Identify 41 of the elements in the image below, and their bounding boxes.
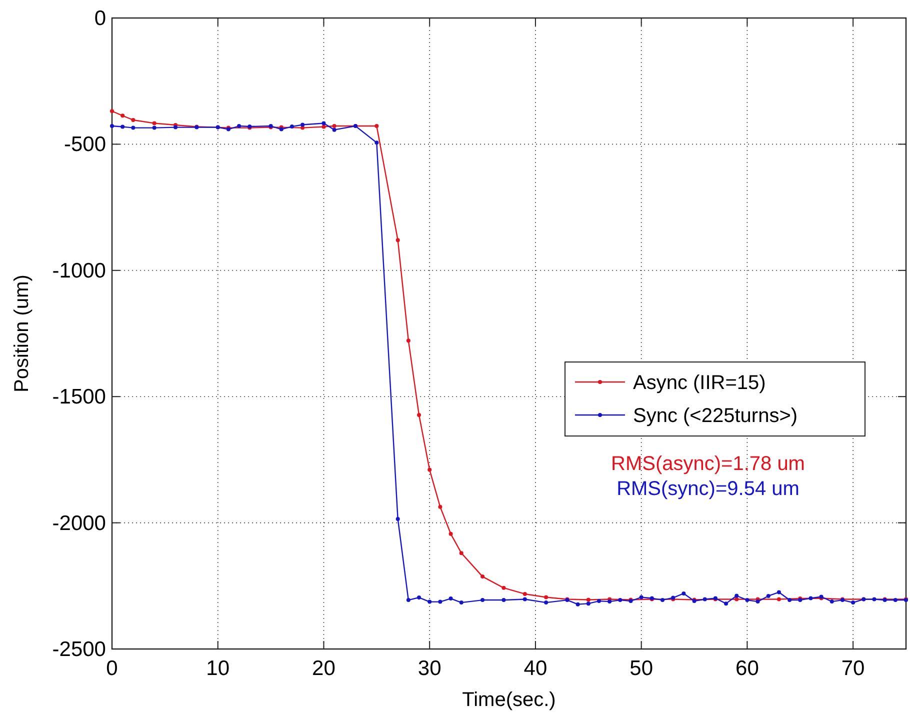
x-tick-label: 70 [841,657,865,680]
point [459,551,464,556]
y-tick-label: 0 [94,7,106,30]
x-tick-label: 20 [312,657,336,680]
point [374,124,379,128]
x-tick-label: 60 [736,657,759,680]
point [131,118,136,122]
point [396,238,400,242]
point [110,109,114,114]
legend-label: Async (IIR=15) [633,372,766,394]
x-tick-label: 50 [630,657,654,680]
y-tick-label: -1000 [52,259,106,282]
legend-label: Sync (<225turns>) [633,405,798,427]
point [734,597,739,602]
point [544,595,548,600]
point [300,126,305,130]
x-tick-label: 40 [524,657,548,680]
y-tick-label: -1500 [52,386,106,409]
x-tick-label: 10 [206,657,230,680]
y-tick-label: -2000 [52,512,106,535]
x-tick-label: 30 [418,657,442,680]
point [522,592,527,596]
point [428,468,432,472]
point [332,124,336,128]
annotation: RMS(sync)=9.54 um [616,478,800,500]
x-axis-title: Time(sec.) [462,689,556,711]
annotation: RMS(async)=1.78 um [611,453,805,475]
point [480,574,485,579]
point [322,124,326,129]
point [586,598,590,602]
point [438,504,442,509]
y-tick-label: -2500 [52,638,106,661]
point [417,413,422,418]
point [776,597,781,602]
point [152,121,156,126]
point [406,338,410,343]
point [502,586,506,590]
point [120,114,125,118]
y-axis-title: Position (um) [11,274,33,392]
point [448,532,453,536]
y-tick-label: -500 [64,133,106,156]
